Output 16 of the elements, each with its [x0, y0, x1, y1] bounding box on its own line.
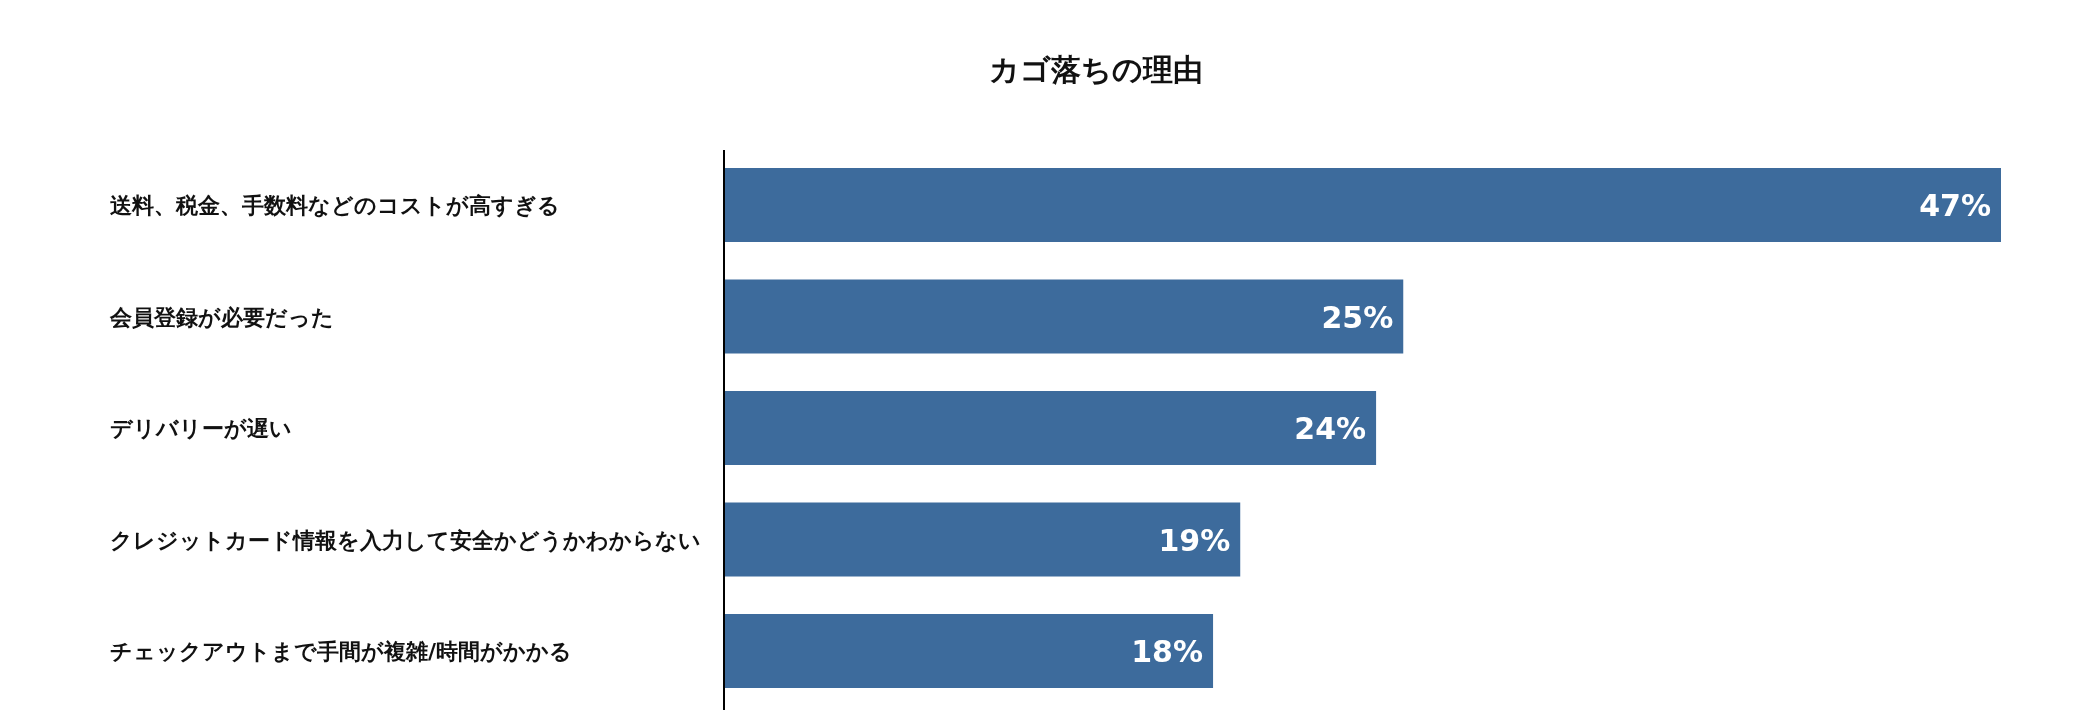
data-label: 47% — [1919, 188, 1991, 223]
y-tick-label: 送料、税金、手数料などのコストが高すぎる — [110, 193, 560, 218]
data-label: 24% — [1294, 411, 1367, 446]
y-tick-label: デリバリーが遅い — [110, 416, 292, 441]
data-label: 19% — [1158, 522, 1231, 558]
bar — [724, 168, 2001, 242]
bar — [724, 614, 1214, 688]
bar — [724, 502, 1241, 577]
data-label: 18% — [1131, 634, 1204, 669]
y-tick-label: 会員登録が必要だった — [109, 304, 334, 330]
bar — [724, 391, 1377, 465]
data-label: 25% — [1321, 299, 1394, 335]
y-tick-label: クレジットカード情報を入力して安全かどうかわからない — [110, 527, 701, 553]
chart-title: カゴ落ちの理由 — [989, 52, 1203, 87]
bar — [724, 279, 1404, 354]
y-tick-label: チェックアウトまで手間が複雑/時間がかかる — [110, 639, 573, 664]
